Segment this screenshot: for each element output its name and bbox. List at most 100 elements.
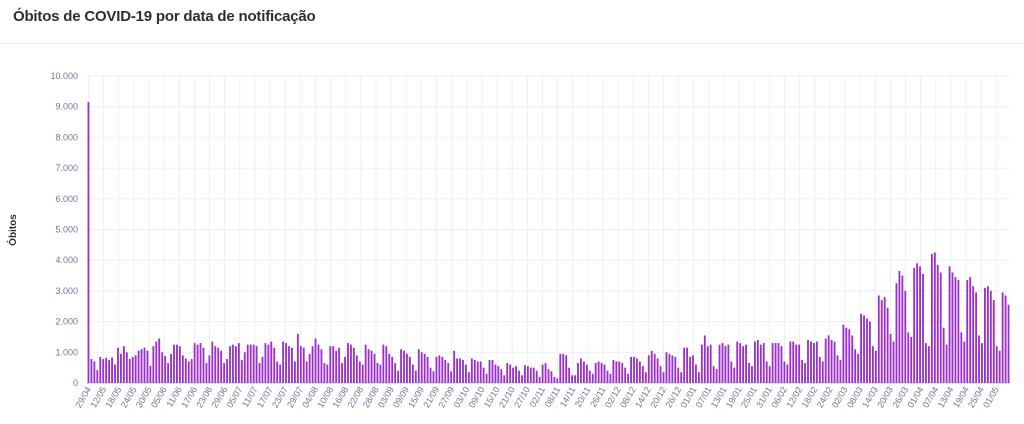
bar[interactable] (299, 346, 302, 383)
bar[interactable] (975, 292, 977, 383)
bar[interactable] (898, 270, 901, 383)
bar[interactable] (877, 295, 880, 384)
bar[interactable] (689, 356, 691, 383)
bar[interactable] (594, 363, 597, 383)
bar[interactable] (582, 361, 585, 383)
bar[interactable] (311, 346, 314, 383)
bar[interactable] (603, 364, 606, 383)
bar[interactable] (193, 343, 196, 383)
bar[interactable] (668, 353, 671, 383)
bar[interactable] (329, 346, 332, 383)
bar[interactable] (276, 361, 279, 383)
bar[interactable] (630, 356, 632, 383)
bar[interactable] (223, 363, 226, 383)
bar[interactable] (220, 350, 223, 383)
bar[interactable] (615, 361, 618, 383)
bar[interactable] (500, 369, 503, 383)
bar[interactable] (756, 340, 759, 383)
bar[interactable] (317, 344, 320, 384)
bar[interactable] (992, 300, 995, 383)
bar[interactable] (187, 361, 190, 383)
bar[interactable] (199, 343, 202, 383)
bar[interactable] (529, 367, 532, 383)
bar[interactable] (960, 332, 963, 383)
bar[interactable] (382, 344, 385, 384)
bar[interactable] (432, 371, 435, 383)
bar[interactable] (196, 344, 199, 384)
bar[interactable] (134, 355, 137, 383)
bar[interactable] (833, 341, 836, 383)
bar[interactable] (718, 344, 721, 384)
bar[interactable] (745, 344, 747, 384)
bar[interactable] (783, 361, 786, 383)
bar[interactable] (650, 350, 653, 383)
bar[interactable] (288, 346, 290, 383)
bar[interactable] (341, 363, 343, 383)
bar[interactable] (978, 335, 980, 383)
bar[interactable] (553, 376, 556, 383)
bar[interactable] (963, 341, 966, 383)
bar[interactable] (226, 359, 228, 383)
bar[interactable] (114, 364, 116, 383)
bar[interactable] (580, 358, 582, 383)
bar[interactable] (984, 287, 986, 383)
bar[interactable] (258, 363, 261, 383)
bar[interactable] (538, 376, 541, 383)
bar[interactable] (417, 349, 420, 383)
bar[interactable] (972, 286, 975, 383)
bar[interactable] (491, 359, 494, 383)
bar[interactable] (314, 338, 317, 383)
bar[interactable] (656, 358, 659, 383)
bar[interactable] (597, 361, 600, 383)
bar[interactable] (727, 344, 730, 384)
bar[interactable] (541, 364, 544, 383)
bar[interactable] (164, 355, 167, 383)
bar[interactable] (376, 363, 379, 383)
bar[interactable] (692, 355, 694, 383)
bar[interactable] (939, 272, 942, 383)
bar[interactable] (285, 343, 287, 383)
bar[interactable] (273, 347, 276, 383)
bar[interactable] (211, 341, 214, 383)
bar[interactable] (789, 341, 792, 383)
bar[interactable] (981, 343, 983, 383)
bar[interactable] (612, 359, 615, 383)
bar[interactable] (653, 353, 656, 383)
bar[interactable] (352, 347, 355, 383)
bar[interactable] (400, 349, 402, 383)
bar[interactable] (919, 266, 921, 383)
bar[interactable] (282, 341, 285, 383)
bar[interactable] (217, 347, 220, 383)
bar[interactable] (695, 364, 697, 383)
bar[interactable] (765, 361, 768, 383)
bar[interactable] (901, 275, 904, 383)
bar[interactable] (863, 315, 865, 383)
bar[interactable] (205, 363, 208, 383)
bar[interactable] (367, 349, 370, 383)
bar[interactable] (326, 364, 329, 383)
bar[interactable] (544, 363, 547, 383)
bar[interactable] (515, 366, 517, 383)
bar[interactable] (754, 341, 756, 383)
bar[interactable] (403, 350, 405, 383)
bar[interactable] (249, 344, 252, 384)
bar[interactable] (338, 347, 341, 383)
bar[interactable] (986, 286, 989, 383)
bar[interactable] (683, 347, 686, 383)
bar[interactable] (606, 370, 609, 383)
bar[interactable] (556, 378, 559, 383)
bar[interactable] (1004, 295, 1007, 384)
bar[interactable] (181, 355, 184, 383)
bar[interactable] (845, 327, 848, 383)
bar[interactable] (423, 353, 426, 383)
bar[interactable] (184, 358, 187, 383)
bar[interactable] (600, 363, 603, 383)
bar[interactable] (506, 363, 509, 383)
bar[interactable] (512, 367, 515, 383)
bar[interactable] (364, 344, 367, 384)
bar[interactable] (128, 359, 131, 383)
bar[interactable] (485, 373, 488, 383)
bar[interactable] (252, 344, 255, 384)
bar[interactable] (703, 335, 706, 383)
bar[interactable] (571, 375, 574, 383)
